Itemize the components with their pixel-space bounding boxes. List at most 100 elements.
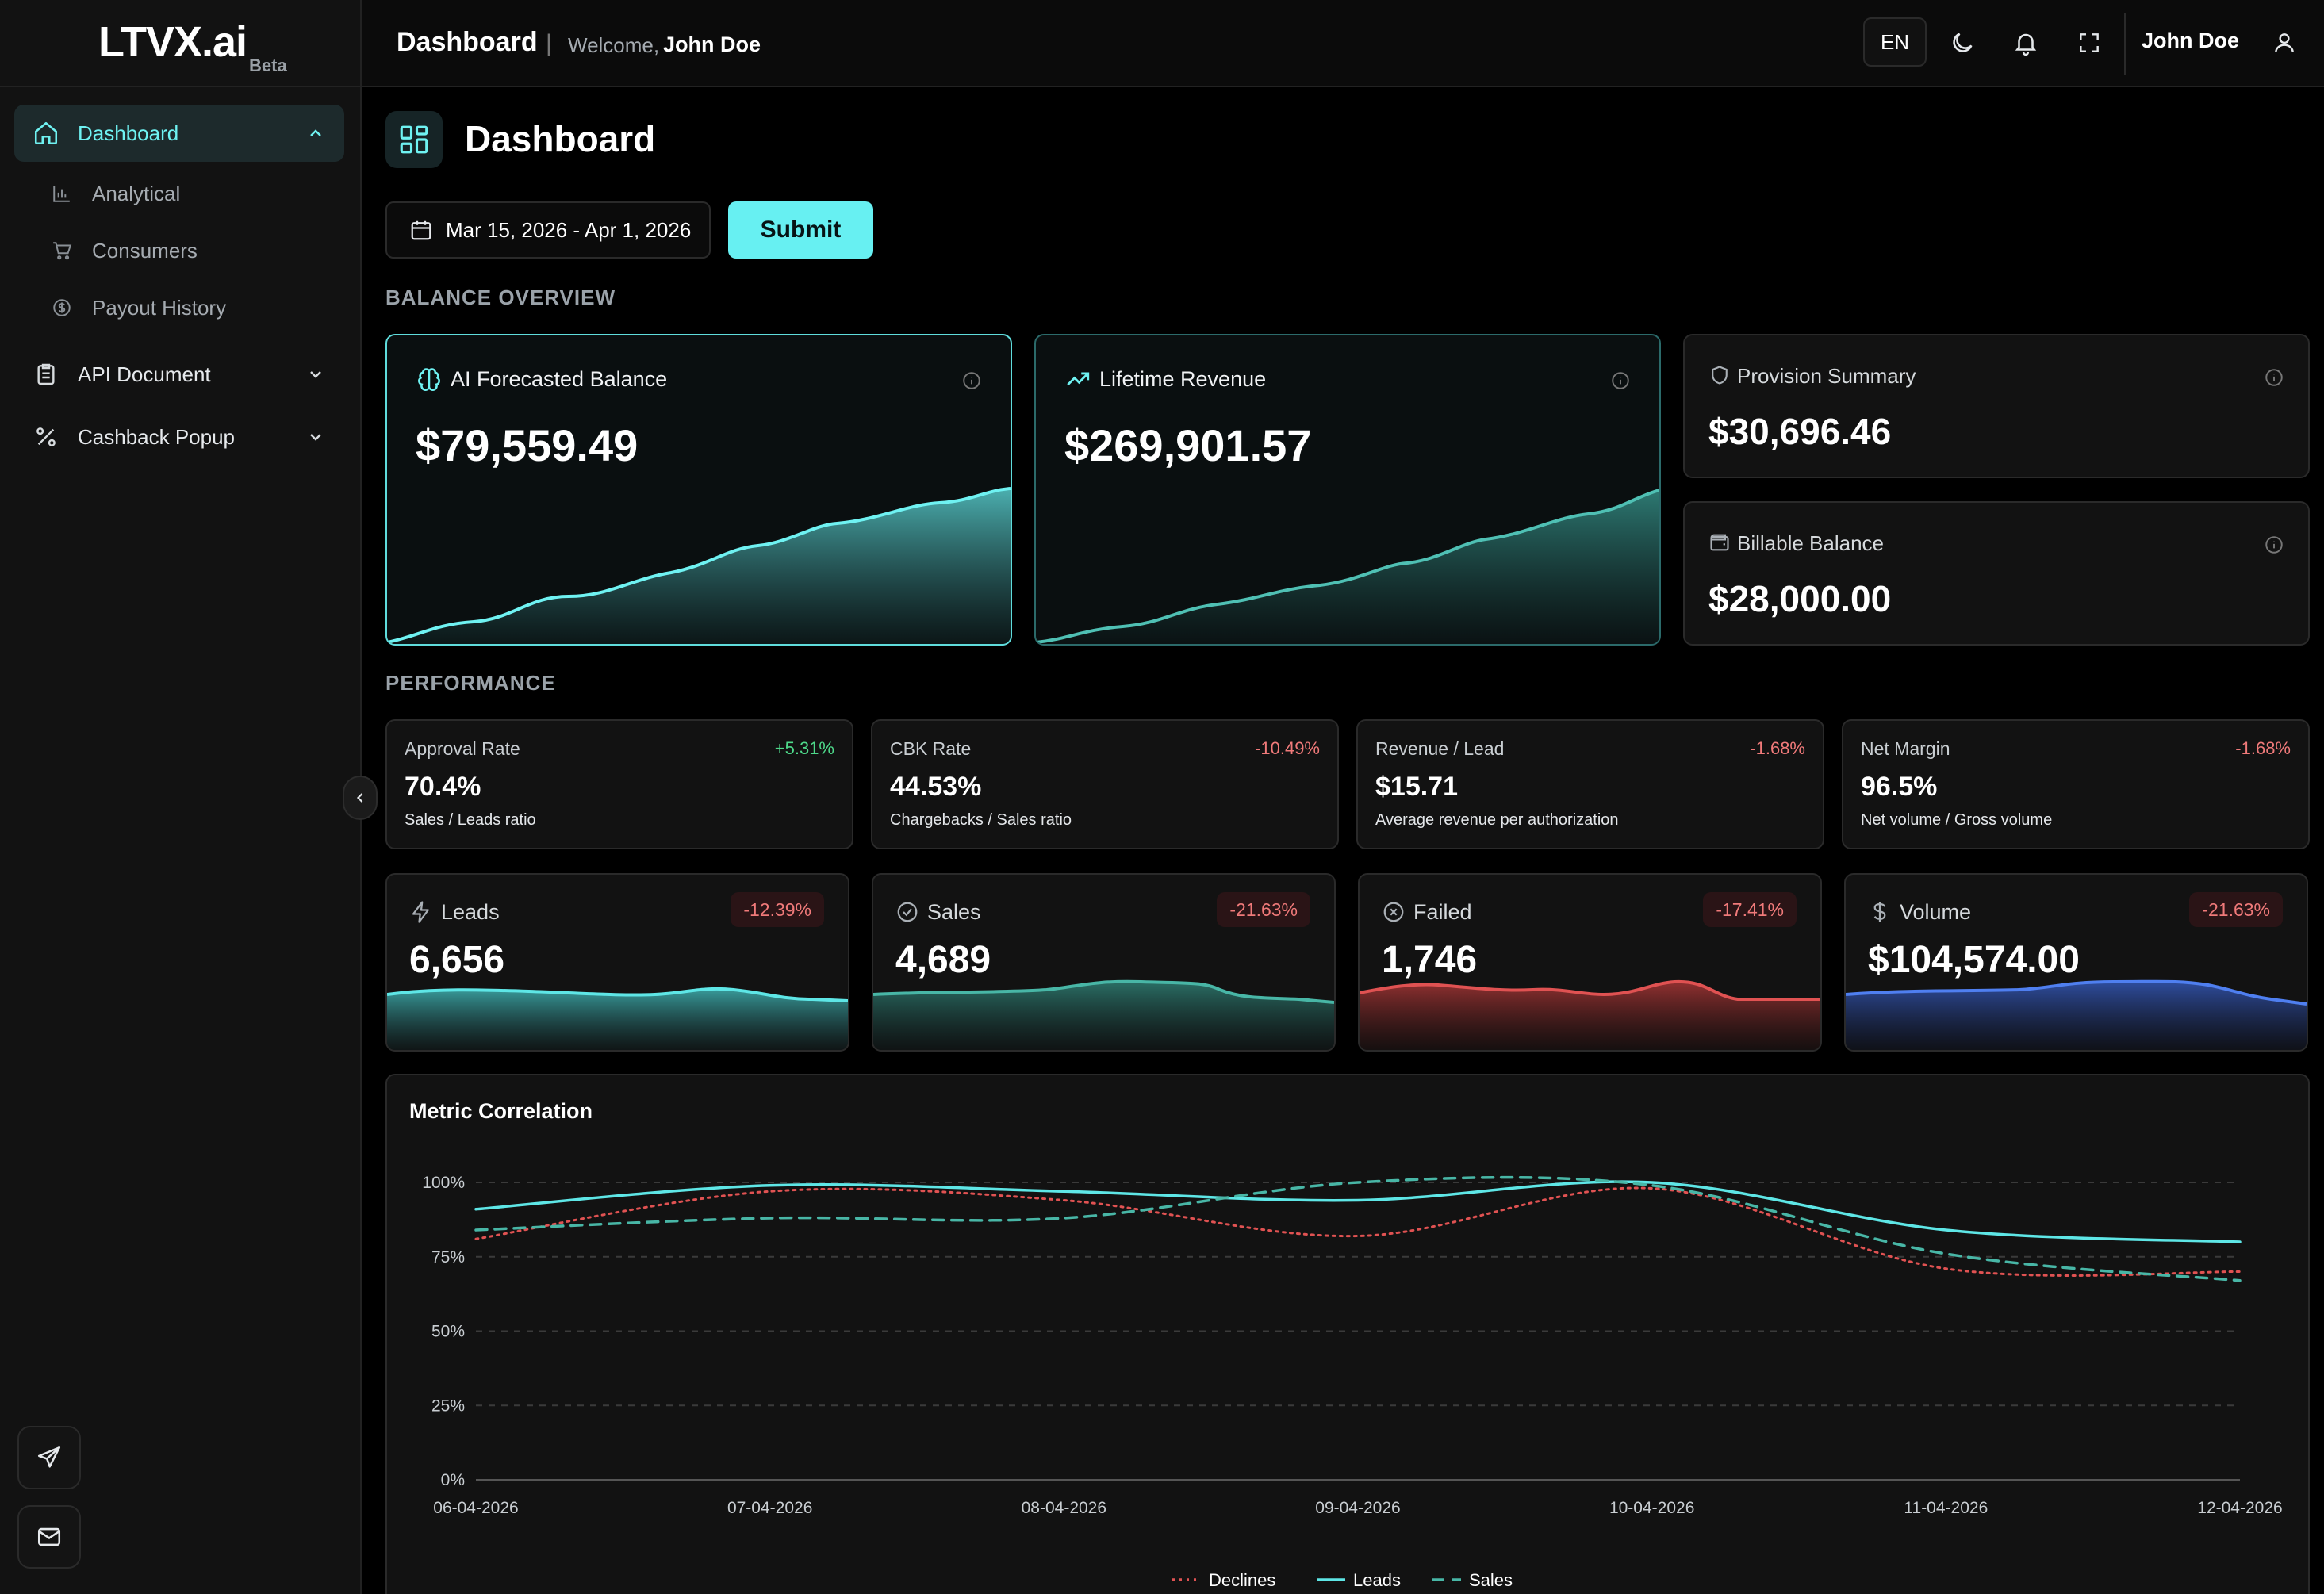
- lifetime-revenue-card: Lifetime Revenue $269,901.57: [1034, 334, 1661, 646]
- card-title: Provision Summary: [1737, 364, 1916, 388]
- welcome-user-name: John Doe: [663, 33, 761, 56]
- card-value: 70.4%: [405, 772, 481, 802]
- sidebar-item-api-document[interactable]: API Document: [14, 346, 344, 403]
- sidebar-item-payout-history[interactable]: Payout History: [51, 285, 226, 330]
- info-icon[interactable]: [2264, 535, 2284, 555]
- card-subtitle: Average revenue per authorization: [1375, 811, 1619, 829]
- sidebar-item-cashback-popup[interactable]: Cashback Popup: [14, 408, 344, 466]
- send-button[interactable]: [17, 1426, 81, 1489]
- sidebar-item-label: API Document: [78, 362, 211, 386]
- card-value: 6,656: [409, 939, 505, 981]
- submit-button[interactable]: Submit: [728, 201, 873, 259]
- legend-label: Declines: [1209, 1570, 1275, 1590]
- wallet-icon: [1710, 534, 1729, 551]
- user-menu-name[interactable]: John Doe: [2142, 29, 2240, 52]
- fullscreen-icon: [2080, 33, 2099, 52]
- date-range-value: Mar 15, 2026 - Apr 1, 2026: [446, 217, 692, 242]
- x-tick-label: 06-04-2026: [433, 1499, 518, 1517]
- theme-toggle-button[interactable]: [1946, 27, 1978, 59]
- card-value: 4,689: [895, 939, 991, 981]
- legend-label: Leads: [1353, 1570, 1401, 1590]
- calendar-icon: [411, 220, 431, 240]
- chevron-down-icon: [310, 371, 321, 378]
- collapse-sidebar-button[interactable]: [343, 776, 378, 820]
- info-icon[interactable]: [961, 370, 982, 391]
- sidebar-item-label: Consumers: [92, 238, 198, 262]
- sales-card: Sales -21.63% 4,689: [872, 873, 1336, 1052]
- delta-text: -1.68%: [1750, 738, 1805, 758]
- sidebar-item-label: Payout History: [92, 295, 227, 320]
- card-subtitle: Sales / Leads ratio: [405, 811, 536, 829]
- send-icon: [37, 1446, 61, 1468]
- bell-icon: [2015, 33, 2037, 56]
- percent-icon: [32, 423, 60, 451]
- moon-icon: [1953, 33, 1973, 52]
- card-title: Approval Rate: [405, 738, 520, 759]
- x-tick-label: 11-04-2026: [1904, 1499, 1988, 1517]
- lifetime-revenue-area-chart: [1036, 489, 1659, 644]
- card-title: Net Margin: [1861, 738, 1950, 759]
- y-tick-label: 75%: [431, 1248, 465, 1266]
- x-tick-label: 09-04-2026: [1315, 1499, 1400, 1517]
- welcome-text: Welcome,: [568, 33, 660, 57]
- card-subtitle: Chargebacks / Sales ratio: [890, 811, 1072, 829]
- cart-icon: [51, 239, 73, 262]
- beta-badge: Beta: [249, 56, 287, 75]
- info-icon[interactable]: [2264, 367, 2284, 388]
- sidebar-item-consumers[interactable]: Consumers: [51, 228, 198, 273]
- y-tick-label: 25%: [431, 1397, 465, 1415]
- failed-card: Failed -17.41% 1,746: [1358, 873, 1822, 1052]
- performance-heading: PERFORMANCE: [385, 671, 556, 695]
- card-title: CBK Rate: [890, 738, 972, 759]
- language-selector[interactable]: EN: [1863, 17, 1927, 67]
- change-badge: -21.63%: [1217, 892, 1310, 927]
- chevron-left-icon: [356, 793, 363, 803]
- sidebar-item-label: Dashboard: [78, 121, 179, 145]
- x-circle-icon: [1383, 902, 1404, 922]
- header-title: Dashboard: [397, 27, 538, 57]
- x-tick-label: 12-04-2026: [2197, 1499, 2282, 1517]
- card-title: Sales: [927, 900, 981, 924]
- sales-sparkline: [873, 979, 1334, 1050]
- user-menu-button[interactable]: [2268, 27, 2300, 59]
- net-margin-card: Net Margin -1.68% 96.5% Net volume / Gro…: [1842, 719, 2310, 849]
- sidebar-item-dashboard[interactable]: Dashboard: [14, 105, 344, 162]
- metric-correlation-chart: 100% 75% 50% 25% 0% 06-04-2026 07-04-2026 08-04…: [422, 1174, 2282, 1590]
- mail-button[interactable]: [17, 1505, 81, 1569]
- date-range-picker[interactable]: Mar 15, 2026 - Apr 1, 2026: [385, 201, 711, 259]
- sidebar-item-label: Analytical: [92, 181, 181, 205]
- series-line-sales: [474, 1175, 2242, 1282]
- series-line-declines: [474, 1186, 2242, 1277]
- delta-text: +5.31%: [774, 738, 834, 758]
- notifications-button[interactable]: [2010, 27, 2042, 59]
- card-value: 96.5%: [1861, 772, 1938, 802]
- dollar-icon: [1873, 902, 1886, 922]
- y-tick-label: 50%: [431, 1323, 465, 1341]
- chart-title: Metric Correlation: [409, 1099, 593, 1123]
- clipboard-icon: [32, 360, 60, 389]
- sidebar-item-analytical[interactable]: Analytical: [51, 171, 180, 216]
- card-title: Billable Balance: [1737, 531, 1885, 555]
- chevron-up-icon: [310, 129, 321, 136]
- card-value: $104,574.00: [1868, 939, 2080, 981]
- mail-icon: [37, 1527, 61, 1546]
- card-value: $79,559.49: [416, 420, 639, 470]
- fullscreen-button[interactable]: [2073, 27, 2105, 59]
- failed-sparkline: [1360, 979, 1820, 1050]
- series-line-leads: [474, 1180, 2242, 1243]
- volume-card: Volume -21.63% $104,574.00: [1844, 873, 2308, 1052]
- delta-text: -1.68%: [2235, 738, 2291, 758]
- change-badge: -21.63%: [2189, 892, 2283, 927]
- card-title: Revenue / Lead: [1375, 738, 1505, 759]
- card-value: 1,746: [1382, 939, 1478, 981]
- app-logo[interactable]: LTVX.ai: [98, 18, 247, 66]
- top-header: Dashboard | Welcome, John Doe EN John Do…: [362, 0, 2324, 87]
- shield-icon: [1712, 366, 1728, 385]
- info-icon[interactable]: [1610, 370, 1631, 391]
- card-title: Leads: [441, 900, 500, 924]
- trending-up-icon: [1067, 372, 1090, 386]
- x-tick-label: 08-04-2026: [1022, 1499, 1106, 1517]
- dashboard-grid-icon: [385, 111, 443, 168]
- x-tick-label: 07-04-2026: [727, 1499, 812, 1517]
- card-value: 44.53%: [890, 772, 982, 802]
